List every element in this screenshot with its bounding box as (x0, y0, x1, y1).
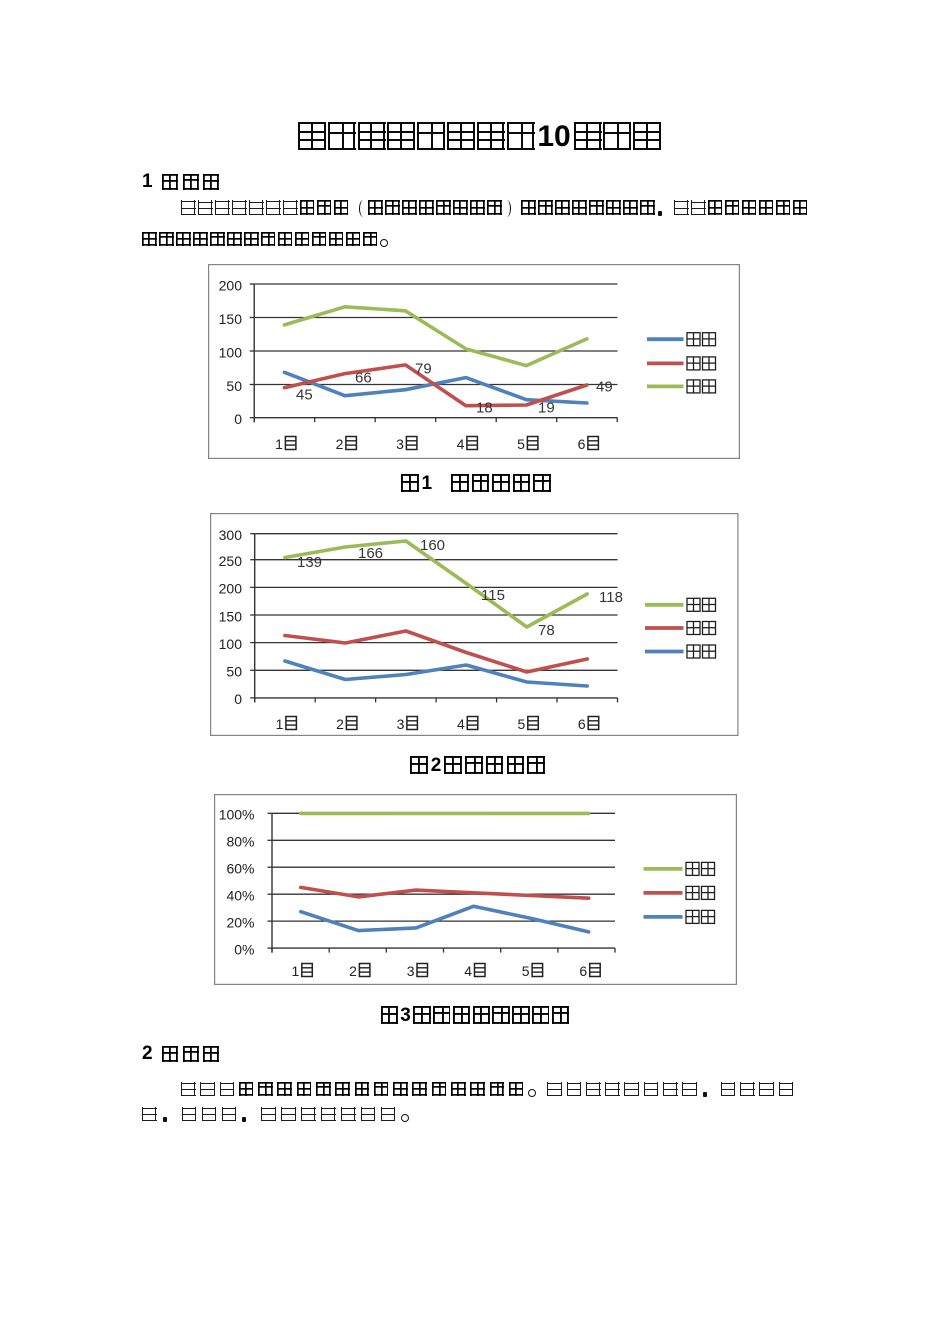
svg-text:5: 5 (518, 716, 526, 732)
svg-text:6: 6 (578, 716, 586, 732)
svg-text:139: 139 (297, 554, 322, 571)
svg-text:2: 2 (336, 436, 344, 452)
svg-text:78: 78 (538, 622, 555, 639)
svg-text:45: 45 (296, 386, 313, 403)
svg-text:66: 66 (355, 369, 372, 386)
svg-text:80%: 80% (226, 833, 254, 849)
svg-text:300: 300 (219, 527, 243, 543)
svg-text:49: 49 (596, 378, 613, 395)
svg-text:200: 200 (219, 277, 243, 293)
svg-text:4: 4 (464, 963, 472, 979)
svg-text:3: 3 (396, 436, 404, 452)
svg-text:0%: 0% (234, 941, 254, 957)
svg-text:5: 5 (517, 436, 525, 452)
svg-text:6: 6 (579, 963, 587, 979)
svg-text:150: 150 (219, 608, 243, 624)
svg-text:166: 166 (358, 545, 383, 562)
svg-text:19: 19 (538, 399, 555, 416)
svg-text:1: 1 (276, 716, 284, 732)
svg-text:150: 150 (219, 310, 243, 326)
svg-text:4: 4 (457, 436, 465, 452)
svg-text:50: 50 (226, 664, 242, 680)
svg-text:50: 50 (226, 377, 242, 393)
svg-text:160: 160 (420, 537, 445, 554)
svg-text:2: 2 (349, 963, 357, 979)
svg-text:3: 3 (406, 963, 414, 979)
svg-text:20%: 20% (226, 914, 254, 930)
svg-text:2: 2 (336, 716, 344, 732)
svg-text:3: 3 (397, 716, 405, 732)
svg-text:18: 18 (476, 399, 493, 416)
svg-text:115: 115 (481, 587, 505, 604)
svg-text:1: 1 (275, 436, 283, 452)
svg-text:4: 4 (457, 716, 465, 732)
svg-text:250: 250 (219, 553, 243, 569)
svg-text:0: 0 (234, 411, 242, 427)
svg-text:1: 1 (291, 963, 299, 979)
svg-text:118: 118 (599, 589, 623, 606)
svg-text:5: 5 (521, 963, 529, 979)
svg-text:6: 6 (578, 436, 586, 452)
svg-text:200: 200 (219, 581, 243, 597)
svg-text:100: 100 (219, 636, 243, 652)
svg-text:60%: 60% (226, 860, 254, 876)
svg-text:40%: 40% (226, 887, 254, 903)
svg-text:100%: 100% (218, 806, 254, 822)
svg-text:79: 79 (415, 360, 432, 377)
svg-text:100: 100 (219, 344, 243, 360)
svg-text:0: 0 (234, 691, 242, 707)
